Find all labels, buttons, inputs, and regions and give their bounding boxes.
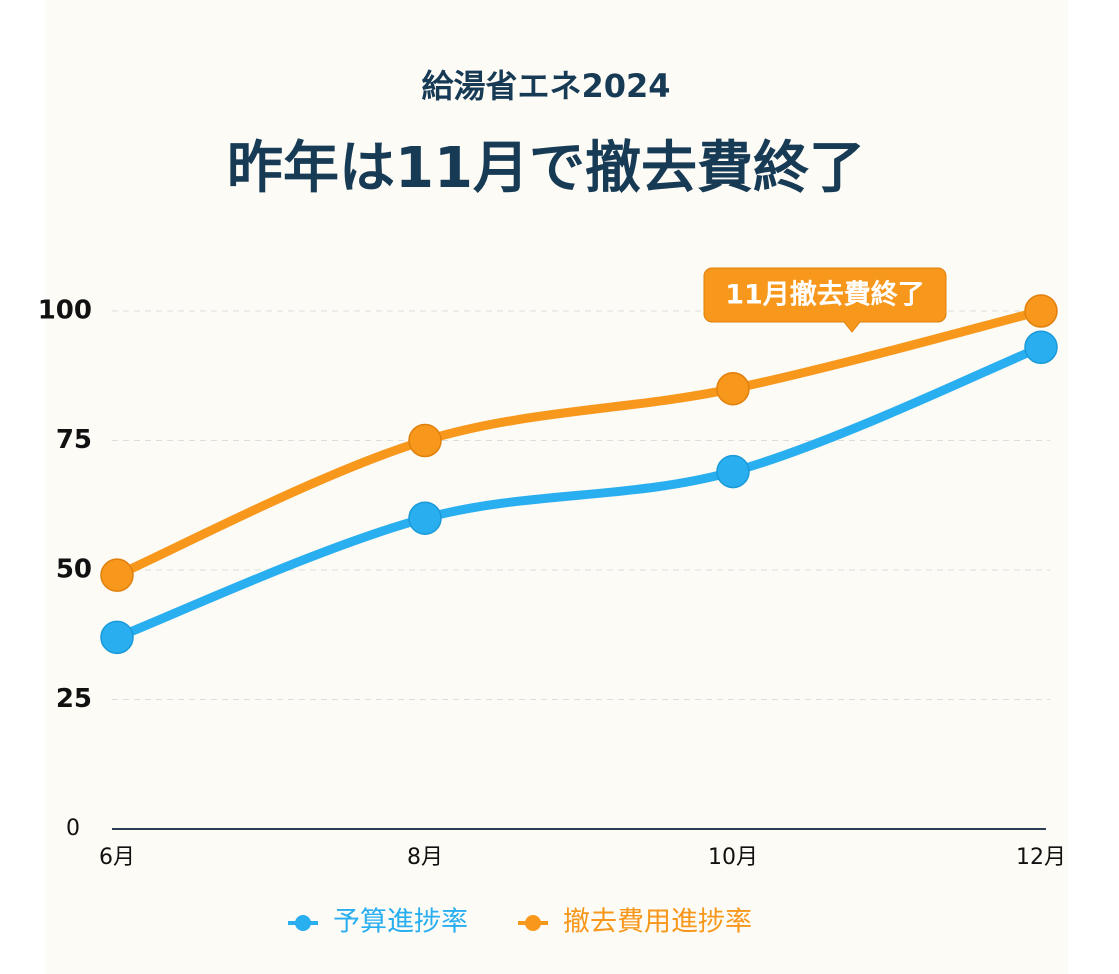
data-point <box>408 423 442 458</box>
legend-label: 予算進捗率 <box>333 907 468 938</box>
y-tick-label: 75 <box>56 425 92 455</box>
x-tick-label: 10月 <box>708 845 758 870</box>
annotation-box <box>703 267 947 333</box>
legend-item: 撤去費用進捗率 <box>518 907 752 938</box>
y-tick-label: 100 <box>38 296 92 326</box>
series-line <box>112 342 1046 642</box>
data-point <box>1024 330 1058 365</box>
data-point <box>100 558 134 592</box>
data-point <box>100 620 134 655</box>
data-point <box>408 501 442 535</box>
annotation: 11月撤去費終了 <box>703 267 947 333</box>
data-point <box>716 454 750 489</box>
background <box>45 0 1068 974</box>
annotation-text: 11月撤去費終了 <box>725 279 925 311</box>
chart-title: 給湯省エネ2024 <box>421 67 670 105</box>
legend-item: 予算進捗率 <box>288 907 468 938</box>
data-point <box>716 371 750 406</box>
y-tick-label: 25 <box>56 684 92 714</box>
legend-marker <box>295 915 311 931</box>
x-tick-label: 8月 <box>407 845 443 870</box>
series-line <box>112 306 1046 580</box>
legend-marker <box>525 915 541 931</box>
x-tick-label: 6月 <box>99 845 135 870</box>
data-point <box>1024 294 1058 328</box>
y-tick-label: 0 <box>66 816 80 841</box>
y-tick-label: 50 <box>56 555 92 585</box>
legend-label: 撤去費用進捗率 <box>563 907 752 938</box>
chart-subtitle: 昨年は11月で撤去費終了 <box>227 136 865 201</box>
x-tick-label: 12月 <box>1016 845 1066 870</box>
